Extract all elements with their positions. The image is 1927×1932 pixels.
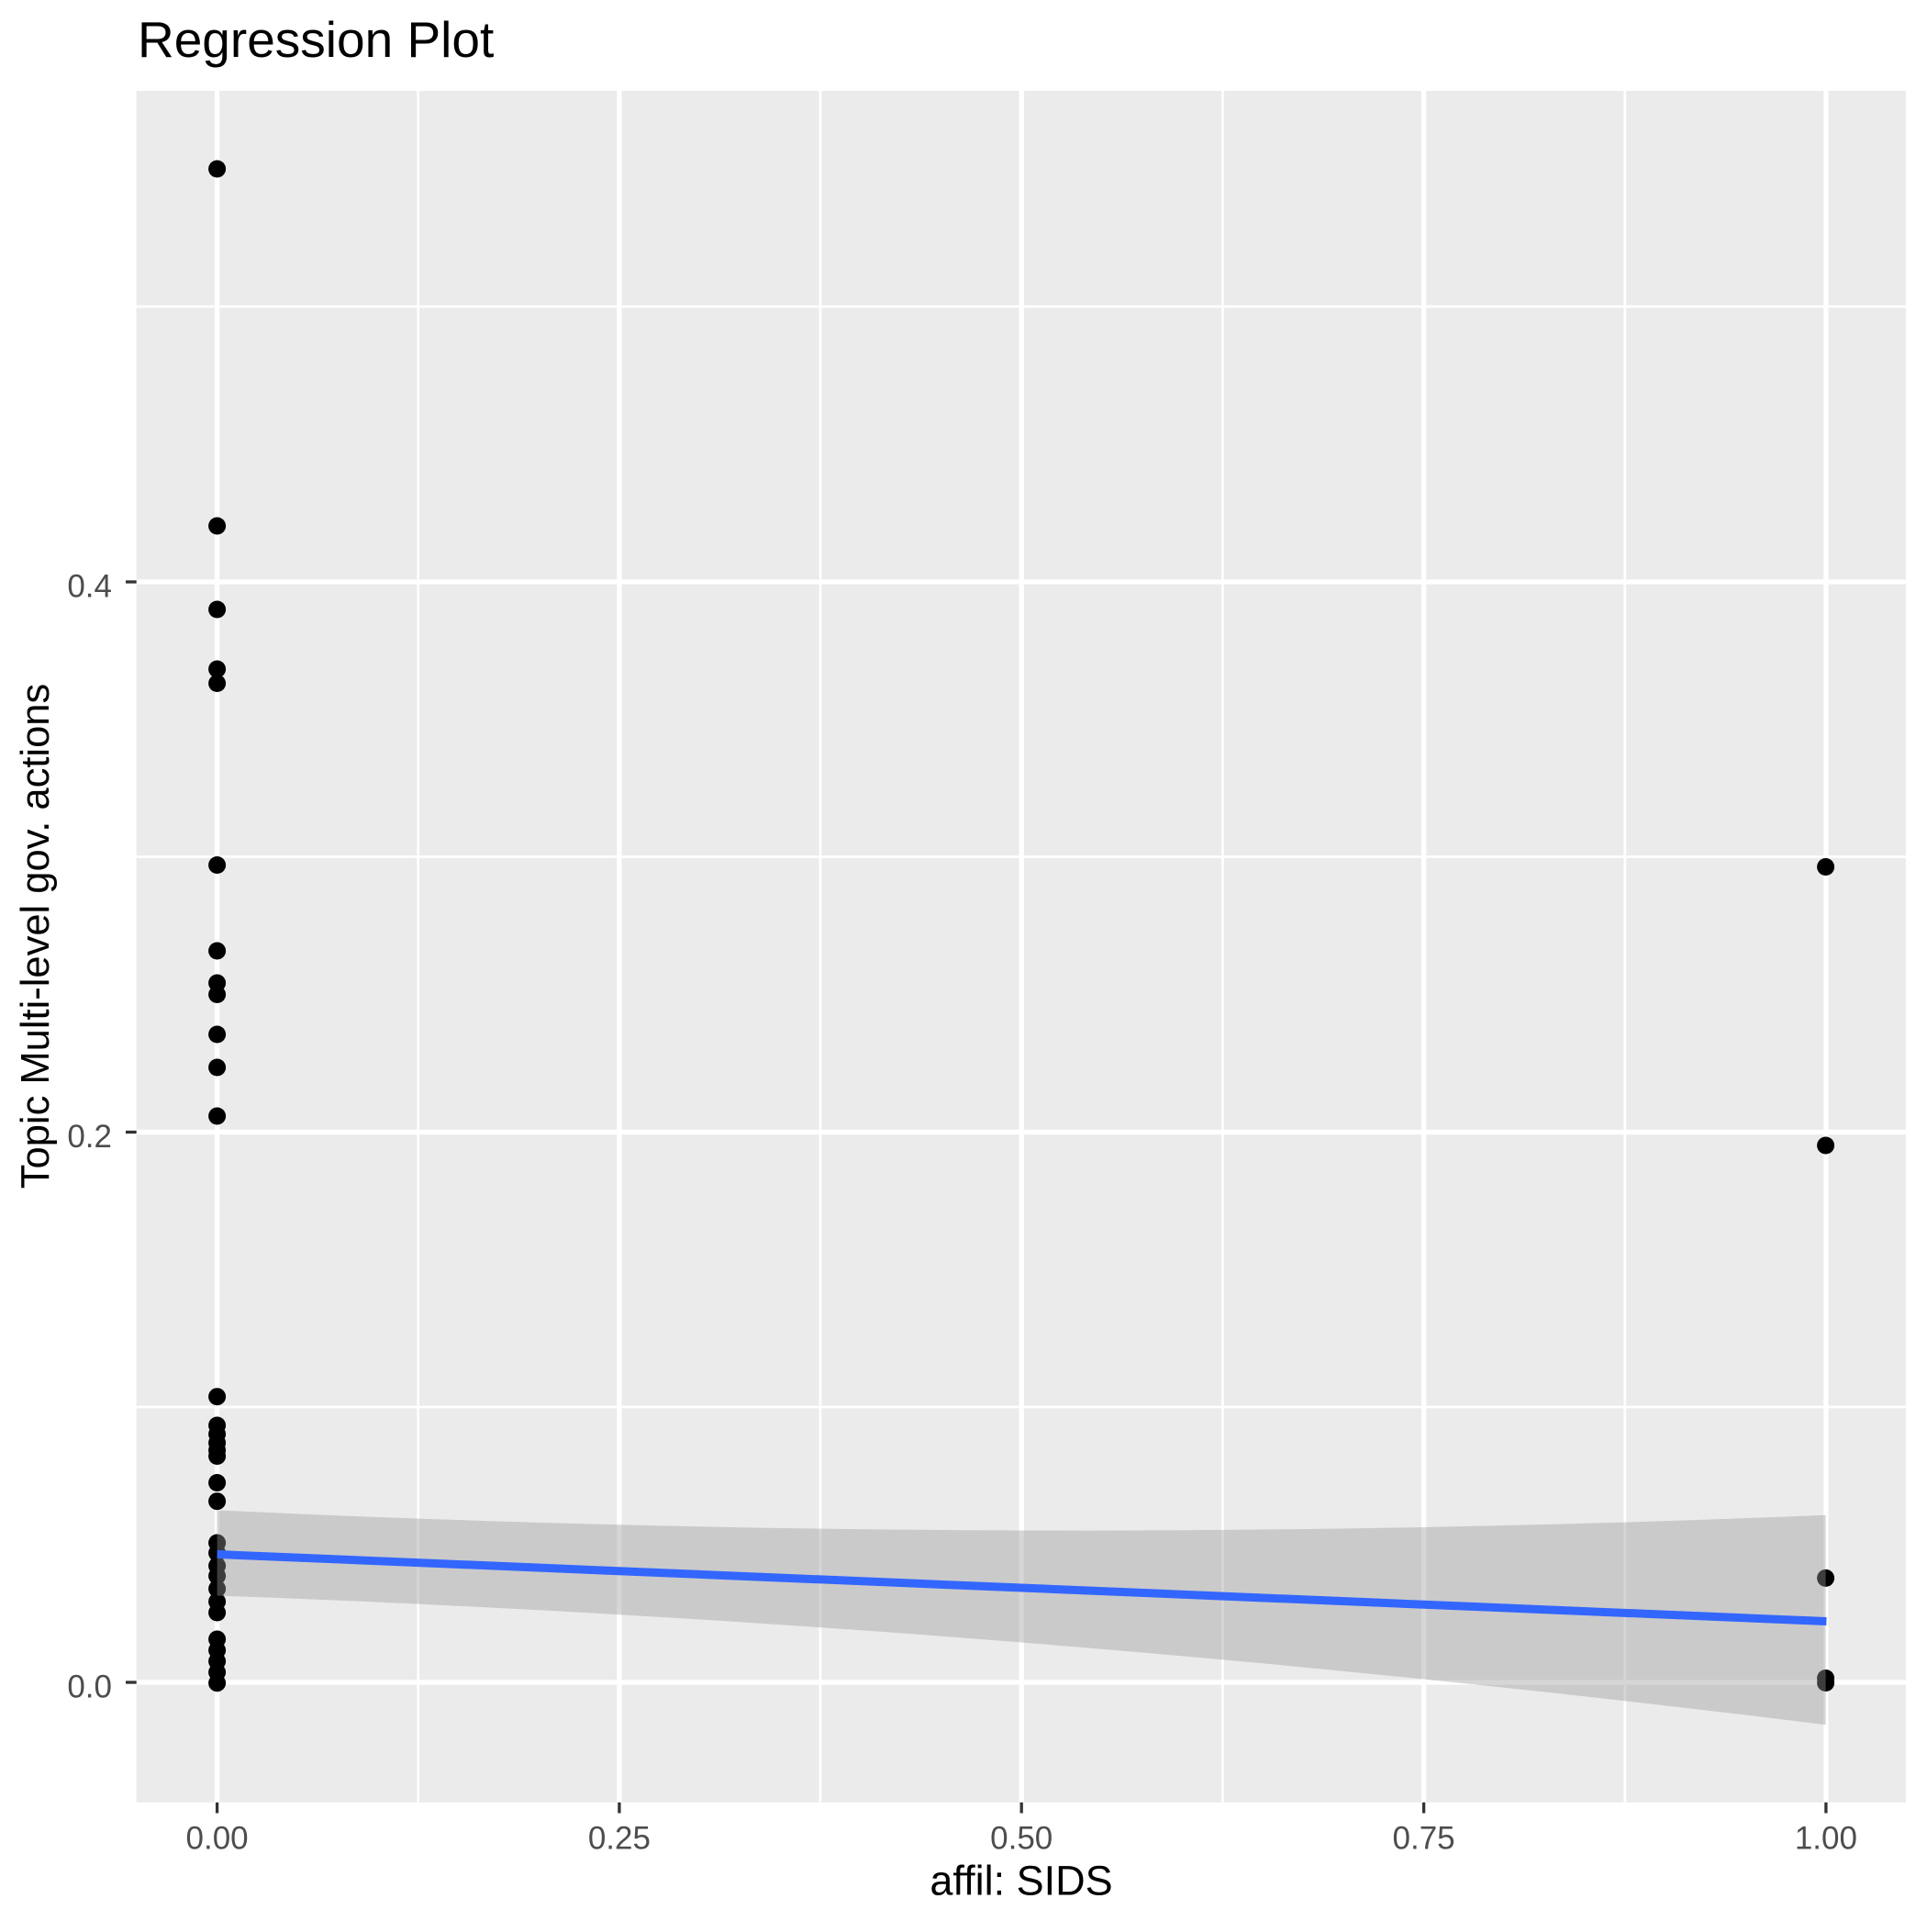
svg-text:0.2: 0.2 [67, 1119, 112, 1155]
svg-text:0.75: 0.75 [1393, 1821, 1455, 1857]
svg-text:Topic Multi-level gov. actions: Topic Multi-level gov. actions [14, 684, 58, 1189]
svg-text:0.50: 0.50 [990, 1821, 1053, 1857]
svg-text:0.0: 0.0 [67, 1670, 112, 1705]
svg-text:0.25: 0.25 [588, 1821, 651, 1857]
svg-text:1.00: 1.00 [1795, 1821, 1857, 1857]
svg-text:0.4: 0.4 [67, 569, 112, 605]
svg-text:Regression Plot: Regression Plot [138, 11, 494, 68]
svg-text:0.00: 0.00 [186, 1821, 249, 1857]
svg-text:affil: SIDS: affil: SIDS [930, 1858, 1112, 1904]
